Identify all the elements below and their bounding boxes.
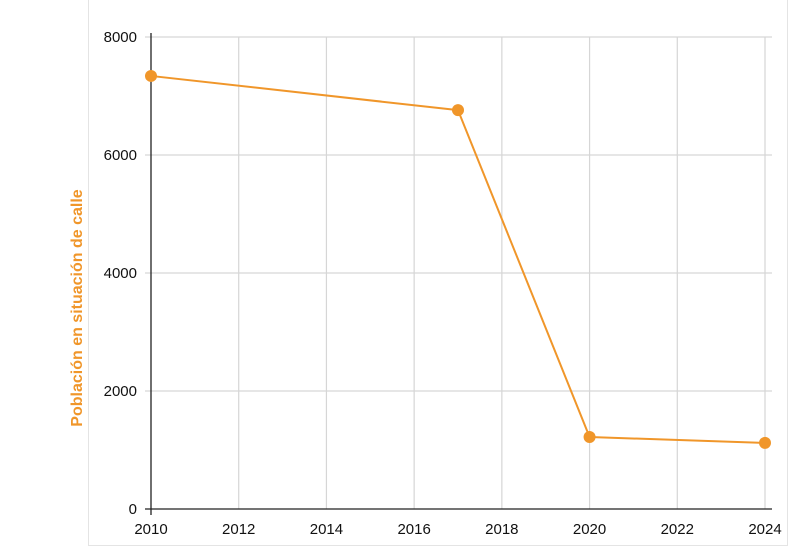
y-axis-label: Población en situación de calle <box>69 189 86 427</box>
x-tick-label: 2024 <box>748 521 781 538</box>
y-tick-label: 8000 <box>104 29 137 46</box>
data-point <box>759 436 771 449</box>
y-tick-label: 4000 <box>104 265 137 282</box>
axes <box>145 33 772 515</box>
gridlines <box>145 36 772 509</box>
y-tick-labels: 0 2000 4000 6000 8000 <box>104 29 137 518</box>
data-point <box>583 431 596 444</box>
x-tick-label: 2016 <box>397 521 430 538</box>
series-layer <box>145 69 771 449</box>
y-tick-label: 6000 <box>104 147 137 164</box>
x-tick-labels: 2010 2012 2014 2016 2018 2020 2022 2024 <box>134 521 781 538</box>
x-tick-label: 2010 <box>134 521 167 538</box>
y-tick-label: 0 <box>129 501 137 518</box>
x-tick-label: 2014 <box>310 521 343 538</box>
data-point <box>145 69 157 82</box>
x-tick-label: 2022 <box>661 521 694 538</box>
series-line <box>150 74 766 444</box>
x-tick-label: 2012 <box>222 521 255 538</box>
x-tick-label: 2020 <box>573 521 606 538</box>
x-tick-label: 2018 <box>485 521 518 538</box>
y-tick-label: 2000 <box>104 383 137 400</box>
data-point <box>452 104 464 117</box>
